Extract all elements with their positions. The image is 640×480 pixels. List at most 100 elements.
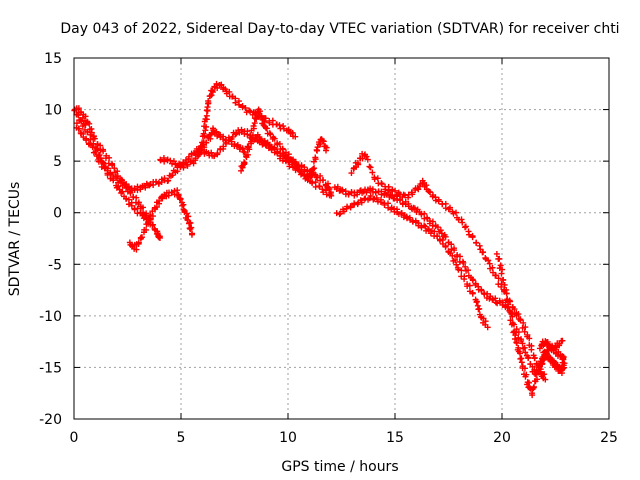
data-point <box>460 259 467 266</box>
data-point <box>442 242 449 249</box>
data-point <box>348 170 355 177</box>
data-point <box>313 147 320 154</box>
data-point <box>265 142 272 149</box>
data-point <box>292 133 299 140</box>
x-axis-label: GPS time / hours <box>281 459 398 475</box>
data-point <box>473 298 480 305</box>
data-point <box>517 317 524 324</box>
data-point <box>97 142 104 149</box>
data-point <box>282 152 289 159</box>
data-point <box>233 130 240 137</box>
data-point <box>111 165 118 172</box>
data-point <box>442 233 449 240</box>
data-point <box>337 210 344 217</box>
data-point <box>435 196 442 203</box>
y-tick-label: -20 <box>39 412 62 428</box>
data-point <box>165 192 172 199</box>
data-point <box>436 236 443 243</box>
data-point <box>170 158 177 165</box>
data-point <box>487 293 494 300</box>
data-point <box>209 125 216 132</box>
data-point <box>202 115 209 122</box>
data-point <box>378 181 385 188</box>
data-point <box>185 213 192 220</box>
data-point <box>223 140 230 147</box>
data-point <box>203 112 210 119</box>
data-point <box>314 144 321 151</box>
data-point <box>319 177 326 184</box>
data-point <box>142 212 149 219</box>
data-point <box>364 156 371 163</box>
data-point <box>347 204 354 211</box>
data-point <box>267 131 274 138</box>
data-point <box>100 159 107 166</box>
data-point <box>416 183 423 190</box>
data-point <box>518 359 525 366</box>
series-track-3 <box>73 120 154 223</box>
data-point <box>127 188 134 195</box>
data-point <box>537 366 544 373</box>
data-point <box>434 224 441 231</box>
data-point <box>409 191 416 198</box>
data-point <box>469 290 476 297</box>
data-point <box>503 290 510 297</box>
series-track-7 <box>238 106 330 185</box>
data-point <box>188 231 195 238</box>
data-point <box>307 178 314 185</box>
data-point <box>433 232 440 239</box>
data-point <box>208 149 215 156</box>
data-point <box>498 270 505 277</box>
data-point <box>92 148 99 155</box>
data-point <box>461 276 468 283</box>
series-track-5 <box>157 80 299 171</box>
data-point <box>453 209 460 216</box>
data-point <box>257 137 264 144</box>
data-point <box>98 158 105 165</box>
data-point <box>209 87 216 94</box>
data-points <box>71 80 568 399</box>
data-point <box>187 226 194 233</box>
data-point <box>279 146 286 153</box>
x-tick-label: 10 <box>279 430 297 446</box>
data-point <box>392 187 399 194</box>
data-point <box>466 231 473 238</box>
data-point <box>546 354 553 361</box>
data-point <box>462 263 469 270</box>
data-point <box>336 211 343 218</box>
data-point <box>298 168 305 175</box>
data-point <box>508 311 515 318</box>
data-point <box>495 275 502 282</box>
data-point <box>529 363 536 370</box>
data-point <box>412 219 419 226</box>
data-point <box>497 262 504 269</box>
data-point <box>177 195 184 202</box>
data-point <box>123 195 130 202</box>
data-point <box>135 239 142 246</box>
data-point <box>260 115 267 122</box>
data-point <box>232 131 239 138</box>
data-point <box>484 324 491 331</box>
data-point <box>319 137 326 144</box>
data-point <box>354 191 361 198</box>
data-point <box>466 282 473 289</box>
y-tick-label: -10 <box>39 309 62 325</box>
data-point <box>312 154 319 161</box>
data-point <box>534 376 541 383</box>
data-point <box>202 127 209 134</box>
data-point <box>104 171 111 178</box>
y-tick-label: 5 <box>53 154 62 170</box>
data-point <box>369 186 376 193</box>
data-point <box>480 249 487 256</box>
data-point <box>139 204 146 211</box>
data-point <box>421 222 428 229</box>
data-point <box>449 252 456 259</box>
data-point <box>405 200 412 207</box>
data-point <box>473 239 480 246</box>
data-point <box>511 321 518 328</box>
data-point <box>150 181 157 188</box>
data-point <box>213 80 220 87</box>
data-point <box>147 211 154 218</box>
data-point <box>555 367 562 374</box>
series-track-12 <box>511 321 566 377</box>
